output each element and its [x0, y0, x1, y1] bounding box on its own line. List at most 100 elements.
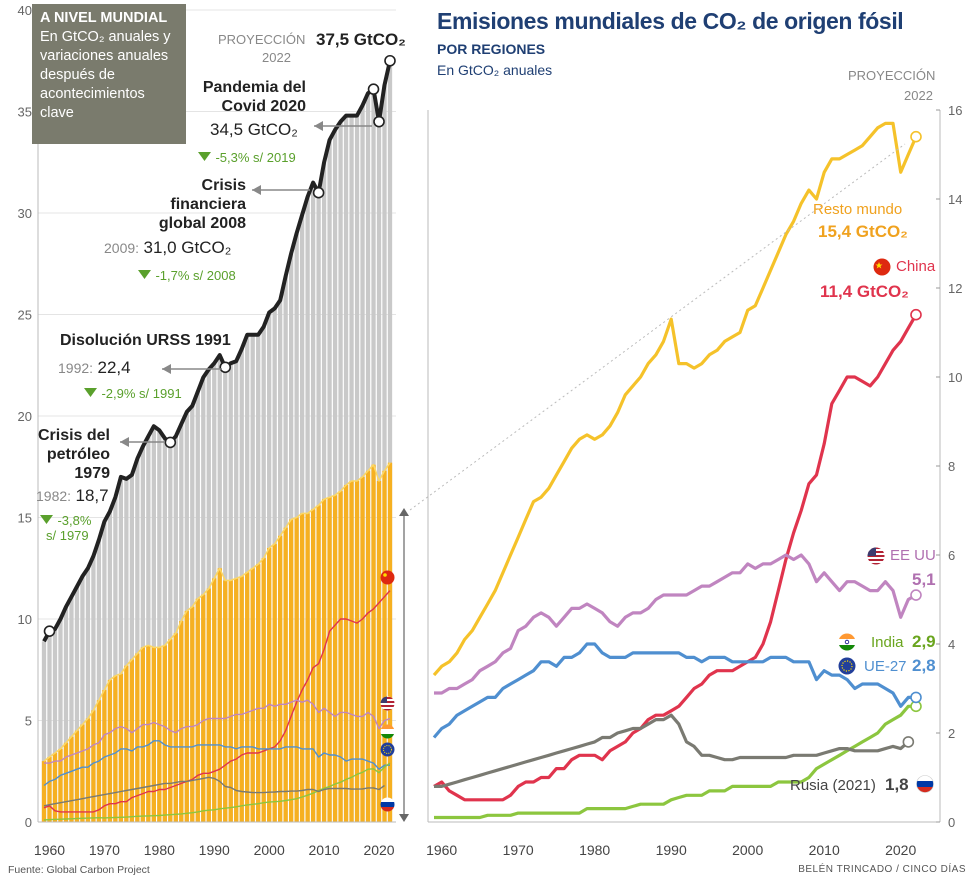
- rest-world-bar: [343, 485, 349, 822]
- event-1991-value: 22,4: [97, 358, 131, 377]
- rest-world-bar: [305, 513, 310, 822]
- world-bar: [118, 476, 124, 822]
- rest-world-bar: [41, 761, 47, 822]
- event-2008-title: Crisis financiera global 2008: [140, 176, 246, 233]
- left-x-tick-label: 2010: [309, 842, 340, 858]
- rest-world-bar: [58, 748, 63, 822]
- rest-world-bar: [228, 580, 233, 822]
- rest-world-bar: [85, 718, 91, 822]
- right-end-marker: [910, 691, 922, 704]
- right-x-tick-label: 2020: [885, 842, 916, 858]
- left-projection-year: 2022: [262, 50, 291, 65]
- world-bar: [74, 586, 80, 822]
- rest-world-bar: [69, 736, 74, 822]
- rest-world-bar: [52, 752, 58, 822]
- world-bar: [327, 139, 332, 823]
- rest-world-bar: [267, 547, 272, 822]
- rest-world-bar: [206, 588, 211, 822]
- right-end-marker: [910, 589, 922, 601]
- down-triangle-icon: [198, 152, 211, 161]
- left-line-mundo: [42, 60, 392, 643]
- right-series-lines: [432, 121, 922, 820]
- world-bar: [332, 129, 338, 822]
- rest-world-bar: [80, 724, 85, 822]
- world-event-marker: [373, 115, 385, 128]
- eu-flag-icon: [838, 657, 856, 680]
- event-1979-title-1: Crisis del: [37, 427, 110, 444]
- right-y-tick-label: 2: [948, 726, 955, 741]
- right-x-tick-label: 1980: [579, 842, 610, 858]
- left-x-tick-label: 1970: [89, 842, 120, 858]
- right-end-marker: [902, 736, 915, 748]
- world-event-marker: [219, 361, 232, 374]
- left-y-tick-label: 20: [18, 409, 32, 424]
- rest-world-bar: [47, 757, 52, 822]
- left-axis: 0 5 10 15 20 25 30 35 40 1960 1970 1980 1990 2000 2010…: [18, 3, 396, 858]
- china-flag-icon: [873, 258, 891, 281]
- left-y-tick-label: 25: [18, 308, 32, 323]
- label-rest-value: 15,4 GtCO₂: [818, 222, 908, 241]
- left-x-tick-label: 1980: [144, 842, 175, 858]
- right-end-marker: [910, 130, 922, 143]
- world-bar: [63, 606, 69, 822]
- label-usa-name: EE UU: [890, 547, 936, 564]
- russia-flag-icon: [916, 775, 934, 798]
- rest-world-bar: [234, 578, 239, 822]
- rest-world-bar: [223, 580, 228, 822]
- right-y-tick-label: 4: [948, 637, 955, 652]
- event-1979-value-row: 1982: 18,7: [36, 486, 109, 506]
- label-china-name: China: [896, 258, 936, 275]
- left-russia-flag-icon: [380, 797, 395, 817]
- rest-world-bar: [102, 690, 107, 822]
- left-eu-flag-icon: [380, 742, 395, 762]
- right-end-marker: [910, 308, 922, 321]
- rest-world-bar: [382, 470, 387, 822]
- world-bar: [321, 162, 327, 822]
- right-x-tick-label: 2010: [809, 842, 840, 858]
- left-bars: [41, 60, 393, 823]
- rest-world-bar: [294, 517, 299, 822]
- event-covid-value: 34,5 GtCO₂: [210, 120, 298, 139]
- down-triangle-icon: [40, 515, 53, 524]
- right-projection-year: 2022: [904, 88, 933, 103]
- down-triangle-icon: [84, 388, 97, 397]
- rest-world-bar: [288, 519, 294, 822]
- rest-world-bar: [179, 621, 184, 822]
- rest-world-bar: [190, 606, 195, 822]
- world-bar: [85, 568, 91, 822]
- label-eu-name: UE-27: [864, 658, 907, 675]
- info-box: A NIVEL MUNDIAL En GtCO₂ anuales y varia…: [32, 4, 186, 144]
- event-2008-title-1: Crisis: [201, 177, 246, 194]
- world-event-marker: [43, 625, 56, 637]
- chart-subtitle: POR REGIONES: [437, 41, 546, 57]
- left-line-rusia: [43, 776, 385, 807]
- rest-world-bar: [310, 509, 316, 822]
- event-1979-year: 1982:: [36, 488, 72, 504]
- rest-world-bar: [278, 535, 283, 822]
- world-bar: [376, 121, 382, 822]
- world-bar: [135, 458, 140, 822]
- rest-world-bar: [261, 558, 266, 822]
- world-bar: [365, 93, 371, 823]
- rest-world-bar: [107, 679, 113, 822]
- event-1991-change-text: -2,9% s/ 1991: [101, 386, 182, 401]
- world-bar: [387, 60, 393, 822]
- rest-world-bar: [349, 480, 354, 822]
- world-bar: [91, 556, 96, 822]
- rest-world-bar: [371, 464, 376, 822]
- right-x-tick-label: 1990: [656, 842, 687, 858]
- world-event-marker: [312, 186, 325, 199]
- label-russia-name: Rusia (2021): [790, 777, 876, 794]
- world-bar: [113, 497, 118, 822]
- right-line-india: [434, 704, 916, 820]
- rest-world-bar: [157, 647, 162, 822]
- rest-world-bar: [338, 491, 343, 822]
- event-1991-value-row: 1992: 22,4: [58, 358, 131, 378]
- rest-world-bar: [239, 576, 244, 822]
- left-y-tick-label: 40: [18, 3, 32, 18]
- rest-world-bar: [118, 673, 124, 822]
- rest-world-bar: [250, 568, 255, 822]
- rest-world-bar: [195, 598, 200, 822]
- right-x-tick-label: 2000: [732, 842, 763, 858]
- world-bar: [129, 474, 135, 822]
